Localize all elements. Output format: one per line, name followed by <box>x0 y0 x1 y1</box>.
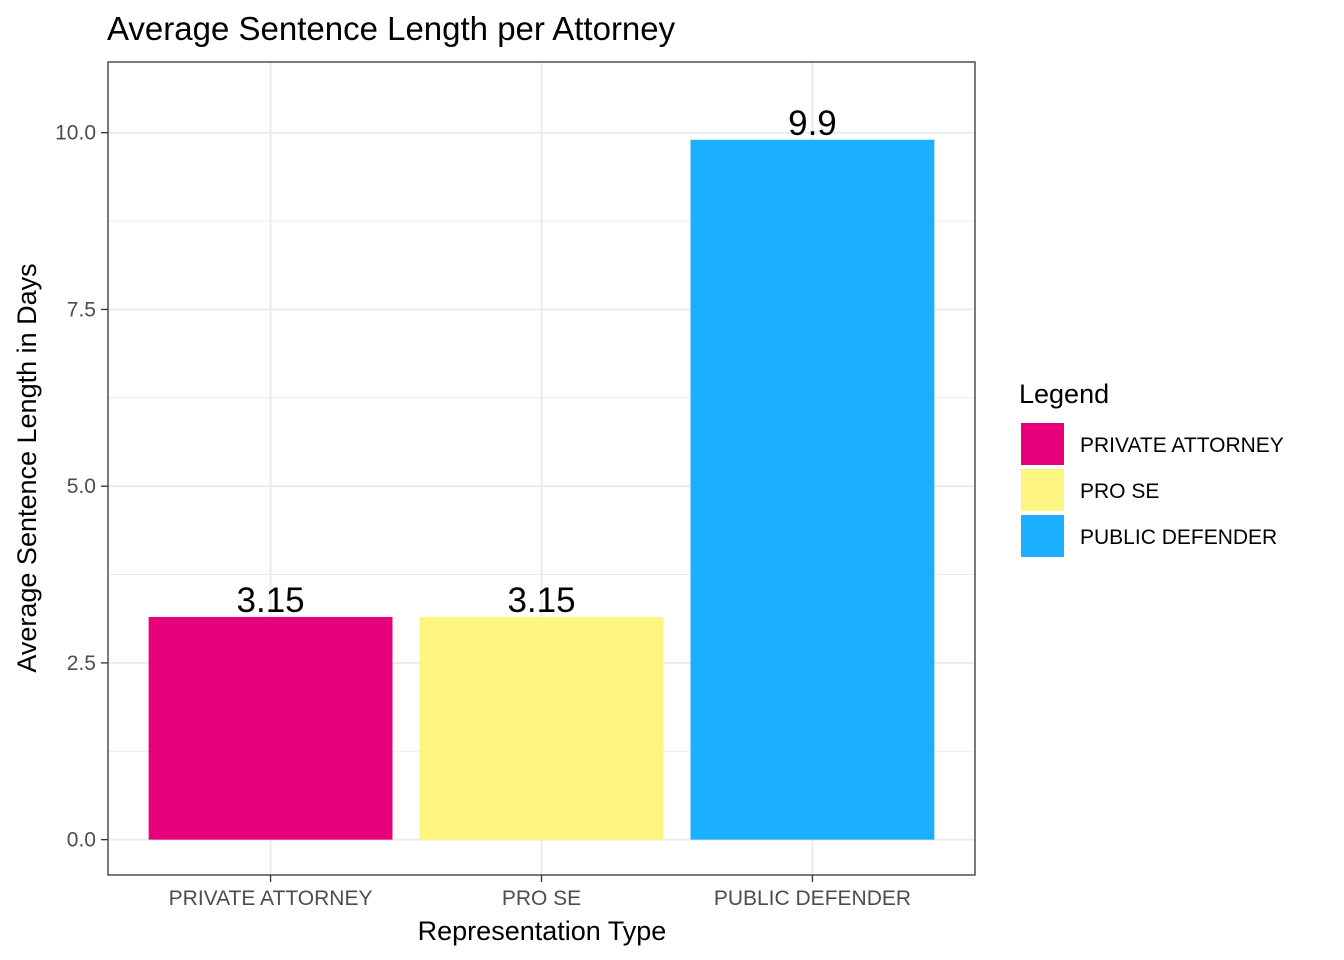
legend: Legend PRIVATE ATTORNEY PRO SE PUBLIC DEFE… <box>1019 379 1284 557</box>
bar <box>148 616 393 840</box>
bar-value-label: 3.15 <box>507 581 575 620</box>
bars <box>148 139 935 840</box>
y-tick-label: 0.0 <box>67 829 96 852</box>
y-tick-label: 7.5 <box>67 298 96 321</box>
legend-items: PRIVATE ATTORNEY PRO SE PUBLIC DEFENDER <box>1021 423 1284 557</box>
legend-swatch <box>1021 469 1064 511</box>
x-axis-title: Representation Type <box>418 916 667 946</box>
legend-label: PRO SE <box>1080 480 1159 503</box>
x-axis: PRIVATE ATTORNEY PRO SE PUBLIC DEFENDER <box>169 875 911 910</box>
x-tick-label: PUBLIC DEFENDER <box>714 887 911 910</box>
chart-title: Average Sentence Length per Attorney <box>107 10 676 47</box>
legend-swatch <box>1021 423 1064 465</box>
y-axis: 0.0 2.5 5.0 7.5 10.0 <box>55 122 108 852</box>
bar-value-label: 3.15 <box>237 581 305 620</box>
legend-title: Legend <box>1019 379 1109 409</box>
y-tick-label: 5.0 <box>67 475 96 498</box>
y-axis-title: Average Sentence Length in Days <box>12 263 42 672</box>
legend-label: PRIVATE ATTORNEY <box>1080 434 1284 457</box>
x-tick-label: PRIVATE ATTORNEY <box>169 887 373 910</box>
x-tick-label: PRO SE <box>502 887 581 910</box>
legend-swatch <box>1021 515 1064 557</box>
plot-panel: 3.15 3.15 9.9 <box>107 61 976 876</box>
y-tick-label: 2.5 <box>67 652 96 675</box>
bar <box>419 616 664 840</box>
bar-value-label: 9.9 <box>788 104 837 143</box>
legend-label: PUBLIC DEFENDER <box>1080 526 1277 549</box>
y-tick-label: 10.0 <box>55 122 96 145</box>
bar <box>690 139 935 840</box>
bar-labels: 3.15 3.15 9.9 <box>237 104 837 620</box>
